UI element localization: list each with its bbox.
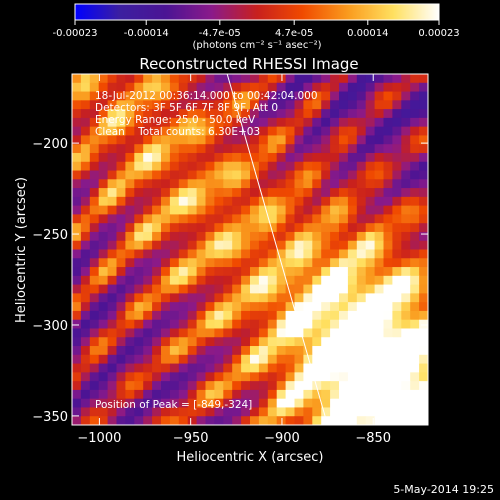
colorbar-gradient [74,3,440,21]
x-tick-label: −850 [355,431,391,446]
peak-position-label: Position of Peak = [-849,-324] [95,399,252,411]
annotation-detectors: Detectors: 3F 5F 6F 7F 8F 9F, Att 0 [95,102,278,114]
solar-limb-line [226,74,329,425]
y-axis-label: Heliocentric Y (arcsec) [14,177,29,323]
annotations: 18-Jul-2012 00:36:14.000 to 00:42:04.000… [95,90,318,411]
annotation-time-range: 18-Jul-2012 00:36:14.000 to 00:42:04.000 [95,90,318,102]
colorbar-tick-label: -0.00014 [124,28,169,39]
x-tick-label: −950 [173,431,209,446]
colorbar-tick-label: -4.7e-05 [199,28,241,39]
colorbar-tick-label: 0.00014 [347,28,388,39]
colorbar-tick-label: -0.00023 [53,28,98,39]
y-tick-label: −350 [32,410,68,425]
colorbar-unit-label: (photons cm⁻² s⁻¹ asec⁻²) [192,40,321,51]
x-tick-label: −1000 [77,431,121,446]
annotation-energy-range: Energy Range: 25.0 - 50.0 keV [95,114,256,126]
colorbar-ticks: -0.00023 -0.00014 -4.7e-05 4.7e-05 0.00014 0.… [53,20,460,39]
axis-ticks: −1000 −950 −900 −850 −200 −250 −300 −350 [32,74,428,446]
heatmap-cells [72,74,428,425]
colorbar: -0.00023 -0.00014 -4.7e-05 4.7e-05 0.00014 0.… [53,3,460,51]
y-tick-label: −200 [32,137,68,152]
x-tick-label: −900 [264,431,300,446]
chart-title: Reconstructed RHESSI Image [139,55,358,73]
y-tick-label: −250 [32,228,68,243]
colorbar-tick-label: 0.00023 [418,28,459,39]
plot-area: −1000 −950 −900 −850 −200 −250 −300 −350 [32,73,429,446]
x-axis-label: Heliocentric X (arcsec) [177,450,324,465]
y-tick-label: −300 [32,319,68,334]
colorbar-tick-label: 4.7e-05 [275,28,313,39]
annotation-clean-counts: Clean Total counts: 6.30E+03 [95,126,260,138]
footer-date: 5-May-2014 19:25 [393,483,494,496]
plot-frame [71,73,429,426]
